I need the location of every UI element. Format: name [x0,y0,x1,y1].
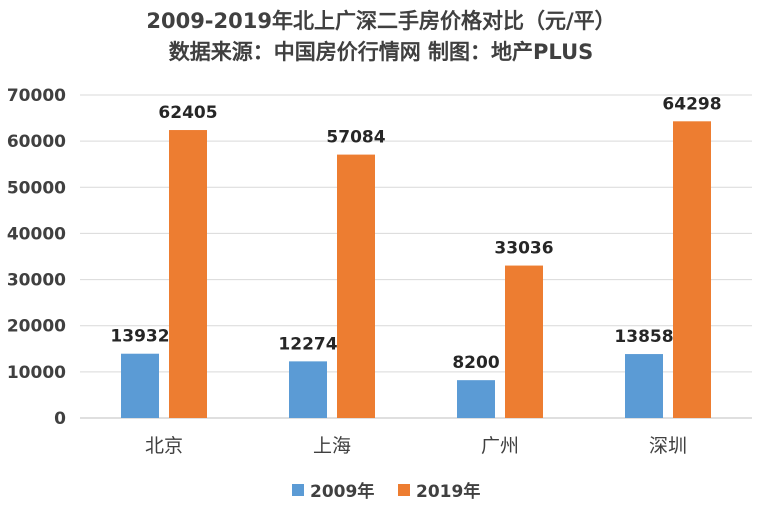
data-label: 13932 [110,327,169,347]
y-tick-label: 0 [54,409,66,429]
data-label: 64298 [662,94,721,114]
data-label: 8200 [452,353,499,373]
y-tick-label: 20000 [7,317,66,337]
bar [337,154,375,418]
data-label: 33036 [494,239,553,259]
y-axis-ticks: 0 10000 20000 30000 40000 50000 60000 70000 [7,86,66,429]
chart-subtitle: 数据来源：中国房价行情网 制图：地产PLUS [169,40,594,64]
bar [505,265,543,418]
data-labels: 13932 62405 12274 57084 8200 33036 13858 64298 [110,94,721,373]
category-label: 上海 [313,435,351,457]
bars [121,121,711,418]
bar [457,380,495,418]
legend-swatch [292,484,304,496]
y-tick-label: 40000 [7,224,66,244]
data-label: 62405 [158,103,217,123]
legend-label: 2009年 [310,481,374,502]
category-label: 广州 [481,435,519,457]
data-label: 12274 [278,334,337,354]
y-tick-label: 70000 [7,86,66,106]
y-tick-label: 10000 [7,363,66,383]
data-label: 13858 [614,327,673,347]
legend: 2009年 2019年 [292,481,480,502]
bar [625,354,663,418]
legend-swatch [398,484,410,496]
category-label: 北京 [145,435,183,457]
category-label: 深圳 [649,435,687,457]
x-axis-categories: 北京 上海 广州 深圳 [145,435,687,457]
bar [289,361,327,418]
data-label: 57084 [326,128,385,148]
bar [169,130,207,418]
y-tick-label: 30000 [7,271,66,291]
y-tick-label: 60000 [7,132,66,152]
chart-title: 2009-2019年北上广深二手房价格对比（元/平） [146,9,615,33]
legend-label: 2019年 [416,481,480,502]
bar [121,353,159,418]
y-tick-label: 50000 [7,178,66,198]
bar [673,121,711,418]
